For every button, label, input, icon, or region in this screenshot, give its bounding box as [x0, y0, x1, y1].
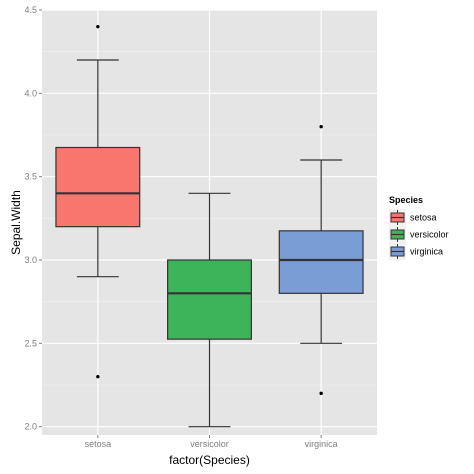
legend-title: Species: [389, 195, 423, 205]
y-tick-label: 2.0: [24, 422, 37, 432]
legend-entry-setosa: setosa: [389, 209, 437, 226]
y-tick-label: 2.5: [24, 338, 37, 348]
outlier-point: [96, 24, 100, 29]
box-setosa: [55, 24, 141, 379]
y-axis-title: Sepal.Width: [9, 190, 23, 255]
box-body: [167, 259, 252, 340]
y-tick-label: 3.0: [24, 255, 37, 265]
legend-entry-virginica: virginica: [389, 243, 443, 260]
box-versicolor: [167, 192, 252, 428]
legend-entry-versicolor: versicolor: [389, 226, 449, 243]
y-tick-label: 4.5: [24, 5, 37, 15]
box-virginica: [278, 124, 364, 396]
x-tick-label: versicolor: [190, 439, 229, 449]
legend-label: virginica: [410, 247, 443, 257]
legend-label: setosa: [410, 213, 437, 223]
outlier-point: [319, 391, 323, 396]
outlier-point: [319, 124, 323, 129]
outlier-point: [96, 374, 100, 379]
x-tick-label: setosa: [85, 439, 112, 449]
x-axis-title: factor(Species): [169, 453, 250, 467]
legend: Species setosa versicolor virginica: [389, 195, 449, 260]
legend-label: versicolor: [410, 230, 449, 240]
box-body: [278, 230, 364, 294]
y-tick-label: 3.5: [24, 172, 37, 182]
y-tick-label: 4.0: [24, 88, 37, 98]
box-body: [55, 146, 141, 228]
x-tick-label: virginica: [305, 439, 338, 449]
